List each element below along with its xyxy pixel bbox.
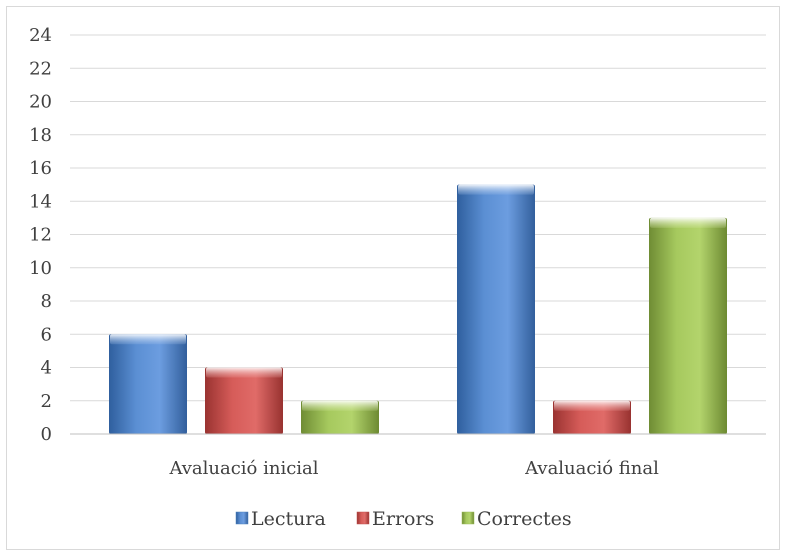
y-tick-label: 0 xyxy=(41,424,52,445)
bar-correctes-final xyxy=(649,217,727,434)
bar-highlight xyxy=(302,400,378,411)
bar-errors-final xyxy=(553,400,631,434)
y-tick-label: 4 xyxy=(41,358,52,379)
legend-swatch xyxy=(461,511,475,525)
bar-errors-inicial xyxy=(205,367,283,434)
legend-swatch xyxy=(356,511,370,525)
x-tick-label: Avaluació inicial xyxy=(168,458,318,479)
y-tick-label: 14 xyxy=(29,191,52,212)
legend: Lectura Errors Correctes xyxy=(235,508,572,530)
legend-label: Lectura xyxy=(251,508,326,530)
legend-item-errors: Errors xyxy=(356,508,434,530)
legend-item-correctes: Correctes xyxy=(461,508,572,530)
bar-highlight xyxy=(458,184,534,195)
bar-body xyxy=(109,334,187,434)
x-tick-label: Avaluació final xyxy=(524,458,659,479)
bars xyxy=(109,184,727,434)
y-tick-label: 10 xyxy=(29,258,52,279)
x-axis: Avaluació inicial Avaluació final xyxy=(168,458,659,479)
bar-correctes-inicial xyxy=(301,400,379,434)
bar-highlight xyxy=(110,334,186,345)
legend-label: Errors xyxy=(372,508,434,530)
y-tick-label: 24 xyxy=(29,25,52,46)
y-tick-label: 20 xyxy=(29,92,52,113)
bar-body xyxy=(205,367,283,434)
y-tick-label: 12 xyxy=(29,225,52,246)
bar-lectura-final xyxy=(457,184,535,434)
y-tick-label: 8 xyxy=(41,291,52,312)
legend-swatch xyxy=(235,511,249,525)
legend-item-lectura: Lectura xyxy=(235,508,326,530)
bar-highlight xyxy=(554,400,630,411)
bar-body xyxy=(649,217,727,434)
bar-lectura-inicial xyxy=(109,334,187,434)
y-tick-label: 16 xyxy=(29,158,52,179)
y-tick-label: 18 xyxy=(29,125,52,146)
bar-body xyxy=(457,184,535,434)
y-tick-label: 6 xyxy=(41,324,52,345)
legend-label: Correctes xyxy=(477,508,572,530)
bar-highlight xyxy=(206,367,282,378)
bar-highlight xyxy=(650,217,726,228)
y-tick-label: 22 xyxy=(29,58,52,79)
y-tick-label: 2 xyxy=(41,391,52,412)
